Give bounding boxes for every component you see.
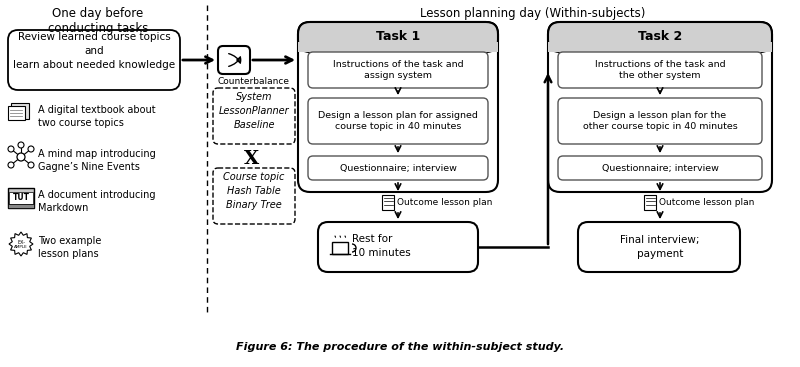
FancyBboxPatch shape xyxy=(308,52,488,88)
FancyBboxPatch shape xyxy=(8,106,25,120)
FancyBboxPatch shape xyxy=(308,98,488,144)
FancyBboxPatch shape xyxy=(558,98,762,144)
Text: A document introducing
Markdown: A document introducing Markdown xyxy=(38,190,155,213)
FancyBboxPatch shape xyxy=(298,22,498,192)
Text: X: X xyxy=(244,150,260,168)
Circle shape xyxy=(8,162,14,168)
FancyBboxPatch shape xyxy=(11,103,29,119)
FancyBboxPatch shape xyxy=(8,204,34,208)
Text: A mind map introducing
Gagne’s Nine Events: A mind map introducing Gagne’s Nine Even… xyxy=(38,149,156,172)
Text: Questionnaire; interview: Questionnaire; interview xyxy=(339,164,457,172)
Circle shape xyxy=(28,146,34,152)
FancyBboxPatch shape xyxy=(548,22,772,52)
Text: EX-: EX- xyxy=(17,240,25,244)
FancyBboxPatch shape xyxy=(213,88,295,144)
Text: Counterbalance: Counterbalance xyxy=(218,77,290,86)
Text: A digital textbook about
two course topics: A digital textbook about two course topi… xyxy=(38,105,156,128)
Text: Course topic
Hash Table
Binary Tree: Course topic Hash Table Binary Tree xyxy=(223,172,285,210)
Text: Task 2: Task 2 xyxy=(638,29,682,43)
FancyBboxPatch shape xyxy=(218,46,250,74)
Polygon shape xyxy=(9,232,33,256)
FancyBboxPatch shape xyxy=(213,168,295,224)
Circle shape xyxy=(18,142,24,148)
Text: Task 1: Task 1 xyxy=(376,29,420,43)
FancyBboxPatch shape xyxy=(558,52,762,88)
Text: Lesson planning day (Within-subjects): Lesson planning day (Within-subjects) xyxy=(420,7,646,20)
Text: Instructions of the task and
the other system: Instructions of the task and the other s… xyxy=(594,60,726,80)
Text: AMPLE: AMPLE xyxy=(14,245,28,249)
Circle shape xyxy=(8,146,14,152)
FancyBboxPatch shape xyxy=(548,22,772,192)
Text: TUT: TUT xyxy=(13,193,30,203)
Text: System
LessonPlanner
Baseline: System LessonPlanner Baseline xyxy=(218,92,290,130)
Text: One day before
conducting tasks: One day before conducting tasks xyxy=(48,7,148,35)
Text: Outcome lesson plan: Outcome lesson plan xyxy=(397,198,492,207)
FancyBboxPatch shape xyxy=(308,156,488,180)
FancyBboxPatch shape xyxy=(9,192,33,204)
Circle shape xyxy=(17,153,25,161)
Text: Final interview;
payment: Final interview; payment xyxy=(620,235,700,259)
Circle shape xyxy=(28,162,34,168)
FancyBboxPatch shape xyxy=(8,30,180,90)
Text: Design a lesson plan for the
other course topic in 40 minutes: Design a lesson plan for the other cours… xyxy=(582,111,738,131)
Text: Rest for
10 minutes: Rest for 10 minutes xyxy=(352,234,410,258)
FancyBboxPatch shape xyxy=(578,222,740,272)
FancyBboxPatch shape xyxy=(558,156,762,180)
FancyBboxPatch shape xyxy=(382,195,394,210)
Text: Instructions of the task and
assign system: Instructions of the task and assign syst… xyxy=(333,60,463,80)
FancyBboxPatch shape xyxy=(298,22,498,52)
Bar xyxy=(548,42,772,52)
Text: Design a lesson plan for assigned
course topic in 40 minutes: Design a lesson plan for assigned course… xyxy=(318,111,478,131)
Bar xyxy=(298,42,498,52)
FancyBboxPatch shape xyxy=(332,242,348,254)
FancyBboxPatch shape xyxy=(644,195,656,210)
Text: Figure 6: The procedure of the within-subject study.: Figure 6: The procedure of the within-su… xyxy=(236,342,564,352)
FancyBboxPatch shape xyxy=(8,188,34,208)
Text: Questionnaire; interview: Questionnaire; interview xyxy=(602,164,718,172)
Text: Outcome lesson plan: Outcome lesson plan xyxy=(659,198,754,207)
FancyBboxPatch shape xyxy=(318,222,478,272)
Text: Two example
lesson plans: Two example lesson plans xyxy=(38,236,102,259)
Text: Review learned course topics
and
learn about needed knowledge: Review learned course topics and learn a… xyxy=(13,32,175,70)
